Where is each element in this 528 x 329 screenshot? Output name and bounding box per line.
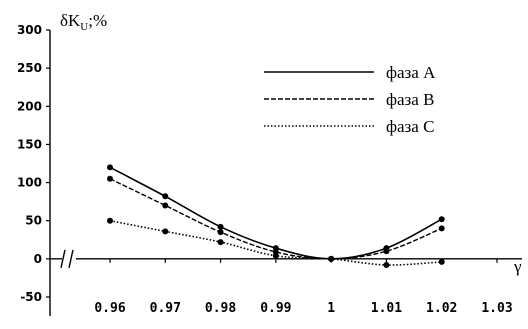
y-axis-label-main: δK	[60, 11, 81, 30]
data-point	[383, 248, 390, 255]
data-point	[383, 261, 390, 268]
y-axis-label-suffix: ;%	[88, 11, 107, 30]
data-point	[217, 229, 224, 236]
y-tick-label: -50	[20, 290, 42, 304]
series-1	[107, 164, 445, 262]
data-point	[272, 252, 279, 259]
y-tick-label: 100	[17, 176, 42, 190]
data-point	[217, 223, 224, 230]
y-tick-label: 200	[17, 99, 42, 113]
data-point	[107, 175, 113, 182]
x-tick-label: 1	[327, 301, 335, 316]
y-tick-label: 0	[34, 252, 42, 266]
legend-label: фаза C	[386, 117, 434, 136]
y-tick-label: 300	[17, 23, 42, 37]
y-axis-ticks: 300 250 200 150 100 50 0 -50	[17, 23, 50, 304]
legend-label: фаза A	[386, 63, 436, 82]
x-tick-label: 0.99	[260, 301, 291, 316]
data-point	[438, 225, 445, 232]
x-tick-label: 0.98	[205, 301, 236, 316]
series-line	[109, 166, 443, 260]
data-point	[107, 164, 113, 171]
data-point	[162, 228, 169, 235]
series-3	[107, 217, 445, 268]
x-axis-break	[60, 249, 76, 269]
series-layer	[107, 164, 445, 268]
x-tick-label: 0.96	[94, 301, 125, 316]
chart-axes	[49, 30, 522, 316]
y-axis-label: δKU;%	[60, 11, 107, 33]
y-axis-label-sub: U	[80, 21, 88, 33]
data-point	[217, 239, 224, 246]
x-tick-label: 0.97	[150, 301, 181, 316]
legend: фаза A фаза B фаза C	[264, 63, 436, 136]
x-tick-label: 1.02	[426, 301, 457, 316]
x-axis-label: γ	[513, 257, 522, 276]
data-point	[438, 216, 445, 223]
data-point	[438, 258, 445, 265]
y-tick-label: 50	[25, 214, 42, 228]
x-axis-ticks: 0.96 0.97 0.98 0.99 1 1.01 1.02 1.03	[94, 258, 513, 316]
data-point	[107, 217, 113, 224]
legend-label: фаза B	[386, 90, 434, 109]
data-point	[162, 202, 169, 209]
data-point	[162, 193, 169, 200]
y-tick-label: 250	[17, 61, 42, 75]
data-point	[328, 255, 335, 262]
x-tick-label: 1.03	[481, 301, 512, 316]
y-tick-label: 150	[17, 137, 42, 151]
x-tick-label: 1.01	[371, 301, 402, 316]
